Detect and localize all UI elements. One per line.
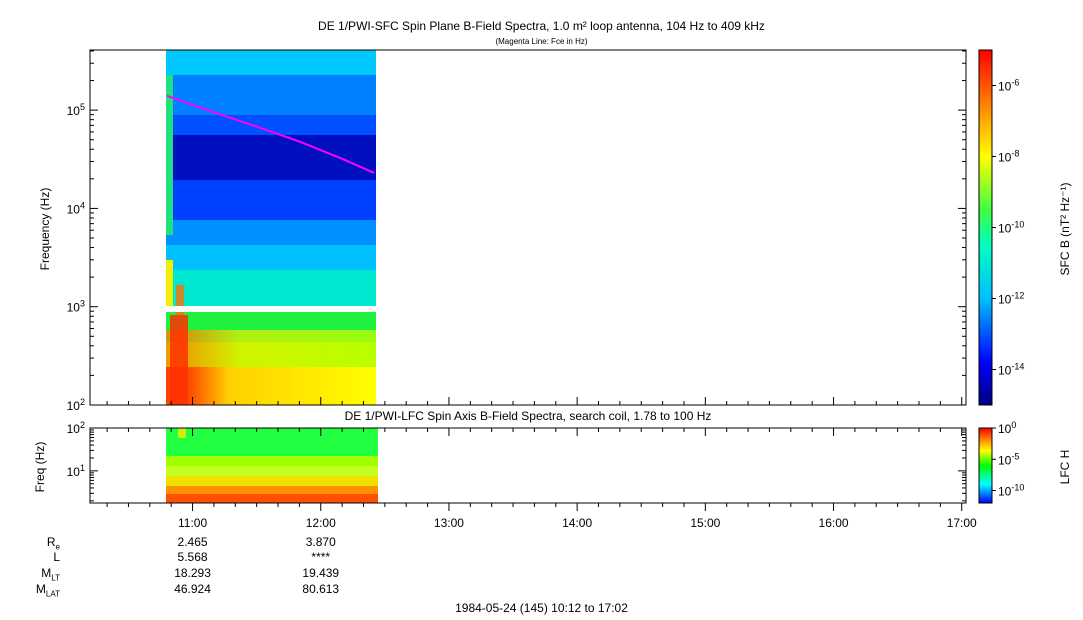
sfc-band-upper [166,75,376,115]
ephemeris-value: 3.870 [305,535,336,549]
lfc-colorbar [978,427,993,504]
sfc-colorbar-tick-label: 10-14 [998,362,1024,378]
sfc-band-dark [166,135,376,180]
sfc-colorbar-tick-label: 10-12 [998,291,1024,307]
sfc-band-lightblue [166,220,376,245]
sfc-colorbar-ticks: 10-6 10-8 10-10 10-12 10-14 [992,78,1024,378]
ephemeris-value: 80.613 [302,582,340,596]
time-tick-label: 11:00 [178,516,207,530]
lfc-colorbar-tick-label: 10-5 [998,451,1019,467]
lfc-y-tick-label: 102 [67,420,85,436]
sfc-band-blue [166,180,376,220]
sfc-left-strip [166,75,173,235]
ephemeris-label: Re [46,535,60,552]
sfc-y-tick-label: 105 [67,102,85,118]
lfc-title: DE 1/PWI-LFC Spin Axis B-Field Spectra, … [344,409,712,423]
ephemeris-label: MLT [41,566,60,583]
sfc-y-tick-label: 104 [67,200,85,216]
sfc-band-mid [166,115,376,135]
lfc-y-tick-label: 101 [67,463,85,479]
sfc-band-cyan [166,245,376,270]
chart-subtitle: (Magenta Line: Fce in Hz) [495,37,588,46]
chart-title: DE 1/PWI-SFC Spin Plane B-Field Spectra,… [318,19,765,33]
ephemeris-label: MLAT [35,582,60,599]
time-tick-label: 12:00 [306,516,336,530]
lfc-spectrogram [166,428,378,503]
sfc-spectrogram [166,50,378,405]
sfc-red-burst [170,315,188,405]
time-tick-label: 15:00 [690,516,720,530]
sfc-gap [166,306,378,312]
sfc-lower-yellow [166,367,376,405]
time-tick-label: 16:00 [819,516,849,530]
sfc-colorbar-tick-label: 10-8 [998,149,1019,165]
sfc-red-burst2 [176,285,184,315]
sfc-frame [89,49,967,406]
sfc-colorbar-tick-label: 10-10 [998,220,1024,236]
time-tick-label: 17:00 [947,516,977,530]
ephemeris-value: 46.924 [174,582,211,596]
ephemeris-value: 2.465 [177,535,208,549]
time-tick-label: 13:00 [434,516,464,530]
sfc-left-yellow [166,260,173,306]
sfc-colorbar [978,49,993,406]
sfc-band-top [166,50,376,75]
sfc-band-aqua [166,270,376,306]
lfc-colorbar-tick-label: 10-10 [998,483,1024,499]
sfc-y-ticks: 102 103 104 105 [67,50,966,413]
time-axis-ticks: 11:00 12:00 13:00 14:00 15:00 16:00 17:00 [106,397,977,530]
ephemeris-value: 18.293 [174,566,211,580]
time-tick-label: 14:00 [562,516,592,530]
sfc-y-tick-label: 102 [67,397,85,413]
fce-line [166,94,375,174]
time-range-footer: 1984-05-24 (145) 10:12 to 17:02 [455,601,628,615]
lfc-y-ticks: 101 102 [67,420,966,502]
ephemeris-value: 5.568 [177,550,208,564]
lfc-colorbar-tick-label: 100 [998,420,1016,436]
lfc-colorbar-ticks: 100 10-5 10-10 [992,420,1024,499]
ephemeris-label: L [53,550,60,564]
lfc-frame [89,427,967,504]
ephemeris-value: **** [311,550,331,564]
sfc-colorbar-tick-label: 10-6 [998,78,1019,94]
sfc-lower-mid [166,330,376,367]
sfc-y-tick-label: 103 [67,299,85,315]
ephemeris-value: 19.439 [302,566,340,580]
